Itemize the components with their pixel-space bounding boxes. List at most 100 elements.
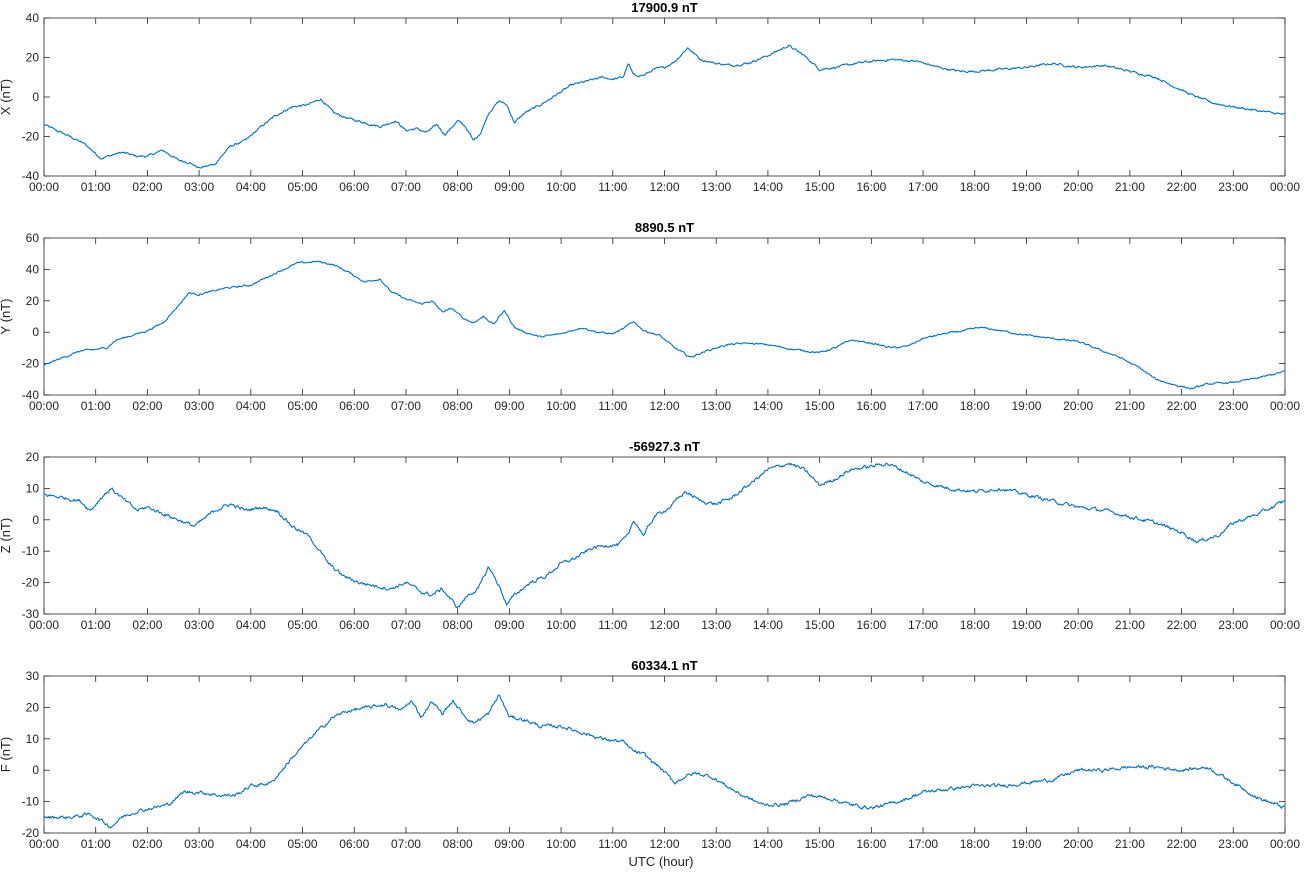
x-tick-label: 20:00 xyxy=(1063,618,1093,632)
x-tick-label: 10:00 xyxy=(546,399,576,413)
x-tick-label: 12:00 xyxy=(649,837,679,851)
x-tick-label: 09:00 xyxy=(494,399,524,413)
series-line xyxy=(43,694,1286,829)
x-tick-label: 06:00 xyxy=(339,618,369,632)
x-tick-label: 00:00 xyxy=(29,618,59,632)
x-tick-label: 14:00 xyxy=(753,837,783,851)
y-tick-label: 0 xyxy=(32,90,39,104)
x-tick-label: 20:00 xyxy=(1063,399,1093,413)
y-tick-label: -10 xyxy=(22,795,40,809)
series-line xyxy=(43,44,1286,169)
x-tick-label: 06:00 xyxy=(339,399,369,413)
x-tick-label: 12:00 xyxy=(649,399,679,413)
x-tick-label: 00:00 xyxy=(1270,837,1300,851)
panel-z: -56927.3 nT Z (nT) -30 -20 -10 0 10 20 00:00 01:0… xyxy=(0,439,1300,632)
x-tick-label: 23:00 xyxy=(1218,180,1248,194)
y-tick-label: -10 xyxy=(22,544,40,558)
x-tick-label: 03:00 xyxy=(184,180,214,194)
panel-title: 60334.1 nT xyxy=(631,658,698,673)
x-tick-label: 13:00 xyxy=(701,618,731,632)
x-tick-label: 13:00 xyxy=(701,399,731,413)
x-tick-label: 16:00 xyxy=(856,618,886,632)
x-tick-label: 00:00 xyxy=(1270,399,1300,413)
x-tick-label: 05:00 xyxy=(288,618,318,632)
x-tick-label: 19:00 xyxy=(1011,618,1041,632)
x-tick-label: 04:00 xyxy=(236,837,266,851)
x-tick-label: 22:00 xyxy=(1167,837,1197,851)
series-line xyxy=(43,260,1286,390)
y-tick-label: -20 xyxy=(22,357,40,371)
x-tick-label: 15:00 xyxy=(805,399,835,413)
x-tick-label: 06:00 xyxy=(339,180,369,194)
x-tick-label: 15:00 xyxy=(805,837,835,851)
x-tick-label: 13:00 xyxy=(701,837,731,851)
x-tick-label: 05:00 xyxy=(288,399,318,413)
y-tick-label: 30 xyxy=(26,669,40,683)
x-tick-label: 11:00 xyxy=(598,180,627,194)
x-tick-label: 22:00 xyxy=(1167,180,1197,194)
x-tick-label: 20:00 xyxy=(1063,837,1093,851)
x-tick-label: 01:00 xyxy=(81,399,111,413)
x-axis-label: UTC (hour) xyxy=(628,854,693,869)
x-tick-label: 21:00 xyxy=(1115,180,1145,194)
x-tick-label: 21:00 xyxy=(1115,618,1145,632)
x-tick-label: 09:00 xyxy=(494,837,524,851)
panel-title: 17900.9 nT xyxy=(631,0,698,15)
y-tick-label: -40 xyxy=(22,169,40,183)
x-tick-label: 06:00 xyxy=(339,837,369,851)
x-tick-label: 02:00 xyxy=(132,618,162,632)
x-tick-label: 01:00 xyxy=(81,618,111,632)
plot-area xyxy=(43,237,1286,396)
y-axis-label: Z (nT) xyxy=(0,518,13,553)
x-tick-label: 01:00 xyxy=(81,180,111,194)
x-tick-label: 01:00 xyxy=(81,837,111,851)
y-tick-label: 20 xyxy=(26,294,40,308)
x-tick-label: 00:00 xyxy=(1270,618,1300,632)
x-tick-label: 12:00 xyxy=(649,618,679,632)
y-tick-label: 10 xyxy=(26,732,40,746)
x-tick-label: 14:00 xyxy=(753,399,783,413)
x-tick-label: 15:00 xyxy=(805,618,835,632)
y-tick-label: 40 xyxy=(26,262,40,276)
x-tick-label: 18:00 xyxy=(960,618,990,632)
x-tick-label: 15:00 xyxy=(805,180,835,194)
y-tick-label: 40 xyxy=(26,11,40,25)
plot-area xyxy=(43,675,1286,834)
y-tick-label: -20 xyxy=(22,826,40,840)
y-axis-label: F (nT) xyxy=(0,737,13,772)
x-tick-label: 18:00 xyxy=(960,837,990,851)
x-tick-label: 05:00 xyxy=(288,180,318,194)
panel-f: 60334.1 nT F (nT) -20 -10 0 10 20 30 00:00 01:00 0… xyxy=(0,658,1300,851)
x-tick-label: 03:00 xyxy=(184,399,214,413)
x-tick-label: 02:00 xyxy=(132,837,162,851)
x-tick-label: 21:00 xyxy=(1115,399,1145,413)
x-tick-label: 18:00 xyxy=(960,180,990,194)
x-tick-label: 16:00 xyxy=(856,180,886,194)
x-tick-label: 14:00 xyxy=(753,618,783,632)
x-tick-label: 08:00 xyxy=(443,399,473,413)
x-tick-label: 17:00 xyxy=(908,180,938,194)
x-tick-label: 03:00 xyxy=(184,837,214,851)
x-tick-label: 05:00 xyxy=(288,837,318,851)
x-tick-label: 09:00 xyxy=(494,618,524,632)
x-tick-label: 22:00 xyxy=(1167,399,1197,413)
y-tick-label: 0 xyxy=(32,325,39,339)
x-tick-label: 00:00 xyxy=(29,837,59,851)
x-tick-label: 08:00 xyxy=(443,180,473,194)
x-tick-label: 12:00 xyxy=(649,180,679,194)
x-tick-label: 02:00 xyxy=(132,180,162,194)
x-tick-label: 17:00 xyxy=(908,399,938,413)
y-tick-label: 10 xyxy=(26,481,40,495)
x-tick-label: 19:00 xyxy=(1011,180,1041,194)
x-tick-label: 11:00 xyxy=(598,837,627,851)
x-tick-label: 20:00 xyxy=(1063,180,1093,194)
x-tick-label: 00:00 xyxy=(29,399,59,413)
x-tick-label: 04:00 xyxy=(236,180,266,194)
x-tick-label: 04:00 xyxy=(236,618,266,632)
y-axis-label: X (nT) xyxy=(0,79,13,115)
x-tick-label: 08:00 xyxy=(443,618,473,632)
x-tick-label: 11:00 xyxy=(598,399,627,413)
panel-x: 17900.9 nT X (nT) -40 -20 0 20 40 00:00 01:00 02:… xyxy=(0,0,1300,194)
x-tick-label: 03:00 xyxy=(184,618,214,632)
x-tick-label: 18:00 xyxy=(960,399,990,413)
